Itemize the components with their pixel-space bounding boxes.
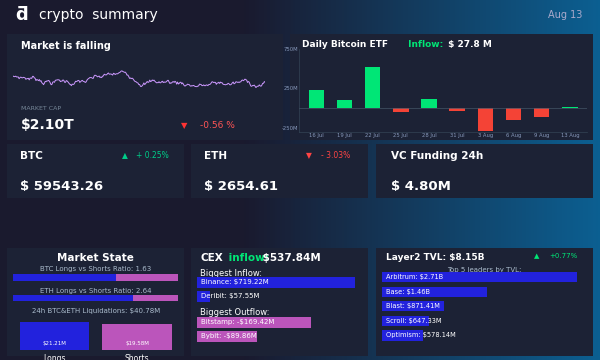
Bar — [133, 295, 178, 301]
Text: Optimism: $578.14M: Optimism: $578.14M — [386, 332, 455, 338]
Bar — [421, 99, 437, 108]
Bar — [13, 274, 115, 281]
Text: Aug 13: Aug 13 — [548, 10, 582, 20]
Bar — [382, 316, 428, 326]
Text: Market State: Market State — [57, 253, 134, 263]
Text: ETH Longs vs Shorts Ratio: 2.64: ETH Longs vs Shorts Ratio: 2.64 — [40, 288, 151, 294]
Bar — [20, 322, 89, 350]
Bar — [197, 331, 257, 342]
Text: 24h BTC&ETH Liquidations: $40.78M: 24h BTC&ETH Liquidations: $40.78M — [32, 308, 160, 314]
Bar — [308, 90, 324, 108]
Text: VC Funding 24h: VC Funding 24h — [391, 151, 483, 161]
Text: $ 4.80M: $ 4.80M — [391, 180, 451, 193]
Bar — [102, 324, 172, 350]
Text: Shorts: Shorts — [125, 354, 149, 360]
Text: ETH: ETH — [204, 151, 227, 161]
Text: CEX: CEX — [200, 253, 223, 263]
Text: Layer2 TVL: $8.15B: Layer2 TVL: $8.15B — [386, 253, 485, 262]
Text: MARKET CAP: MARKET CAP — [21, 106, 61, 111]
Bar — [393, 108, 409, 112]
Text: $21.21M: $21.21M — [43, 341, 67, 346]
Text: Biggest Inflow:: Biggest Inflow: — [200, 269, 262, 278]
Text: - 3.03%: - 3.03% — [320, 151, 350, 160]
Text: Market is falling: Market is falling — [21, 41, 111, 51]
Text: BTC Longs vs Shorts Ratio: 1.63: BTC Longs vs Shorts Ratio: 1.63 — [40, 266, 151, 272]
Bar — [337, 100, 352, 108]
Text: Deribit: $57.55M: Deribit: $57.55M — [201, 293, 259, 299]
Text: Daily Bitcoin ETF: Daily Bitcoin ETF — [302, 40, 388, 49]
Bar — [13, 295, 133, 301]
Text: BTC: BTC — [20, 151, 43, 161]
Text: $ 27.8 M: $ 27.8 M — [445, 40, 491, 49]
Bar — [197, 317, 311, 328]
Text: $ 59543.26: $ 59543.26 — [20, 180, 103, 193]
Text: Binance: $719.22M: Binance: $719.22M — [201, 279, 268, 285]
Text: -0.56 %: -0.56 % — [200, 121, 235, 130]
Bar — [115, 274, 178, 281]
Text: ▲: ▲ — [534, 253, 539, 259]
Bar — [382, 301, 444, 311]
Text: $19.58M: $19.58M — [125, 341, 149, 346]
Text: ▼: ▼ — [181, 121, 188, 130]
Text: crypto  summary: crypto summary — [39, 8, 158, 22]
Bar — [478, 108, 493, 131]
Text: Inflow:: Inflow: — [406, 40, 443, 49]
Bar — [562, 107, 578, 108]
Bar — [534, 108, 550, 117]
Text: Base: $1.46B: Base: $1.46B — [386, 289, 430, 295]
Text: Top 5 leaders by TVL:: Top 5 leaders by TVL: — [447, 267, 521, 273]
Text: Longs: Longs — [43, 354, 66, 360]
Text: Bitstamp: -$169.42M: Bitstamp: -$169.42M — [201, 319, 274, 325]
Bar — [197, 291, 210, 302]
Text: +0.77%: +0.77% — [550, 253, 578, 259]
Text: Blast: $871.41M: Blast: $871.41M — [386, 303, 440, 309]
Text: + 0.25%: + 0.25% — [136, 151, 169, 160]
Text: Biggest Outflow:: Biggest Outflow: — [200, 308, 269, 317]
Text: $ 2654.61: $ 2654.61 — [204, 180, 278, 193]
Bar — [382, 330, 422, 341]
Text: $537.84M: $537.84M — [259, 253, 320, 263]
Bar — [365, 67, 380, 108]
Text: ƌ: ƌ — [15, 6, 28, 24]
Text: ▼: ▼ — [307, 151, 313, 160]
Bar — [506, 108, 521, 121]
Text: Bybit: -$89.86M: Bybit: -$89.86M — [201, 333, 257, 339]
Text: Arbitrum: $2.71B: Arbitrum: $2.71B — [386, 274, 443, 280]
Text: $2.10T: $2.10T — [21, 118, 75, 132]
Text: Scroll: $647.33M: Scroll: $647.33M — [386, 318, 441, 324]
Text: inflow:: inflow: — [225, 253, 269, 263]
Text: ▲: ▲ — [122, 151, 128, 160]
Bar — [449, 108, 465, 111]
Bar — [382, 287, 487, 297]
